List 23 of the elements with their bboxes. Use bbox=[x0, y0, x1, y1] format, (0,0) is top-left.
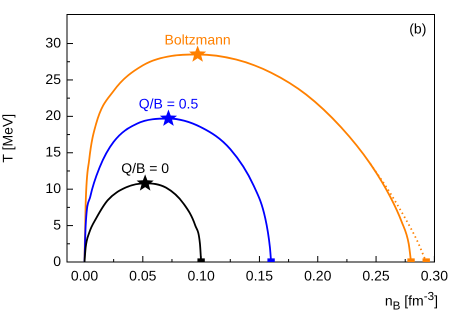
y-tick-label: 10 bbox=[45, 180, 62, 196]
y-tick-label: 25 bbox=[45, 70, 62, 87]
point bbox=[136, 174, 154, 191]
x-axis-title: n$_{B}$ [fm$^{-3}$] bbox=[384, 290, 438, 312]
point bbox=[189, 45, 206, 62]
y-tick-label: 20 bbox=[45, 107, 62, 124]
x-tick-label: 0.00 bbox=[70, 267, 98, 284]
annotation: (b) bbox=[409, 20, 426, 36]
x-tick-label: 0.25 bbox=[362, 267, 390, 284]
y-tick-label: 0 bbox=[53, 252, 62, 269]
y-tick-label: 30 bbox=[45, 34, 62, 50]
x-tick-label: 0.20 bbox=[304, 267, 332, 284]
x-tick-label: 0.30 bbox=[420, 267, 448, 284]
y-tick-label: 15 bbox=[45, 144, 62, 160]
x-tick-label: 0.05 bbox=[129, 267, 157, 284]
y-tick-label: 5 bbox=[53, 216, 62, 232]
series-label: Q/B = 0 bbox=[121, 160, 170, 176]
x-tick-label: 0.15 bbox=[246, 267, 274, 284]
series-label: Q/B = 0.5 bbox=[138, 95, 198, 112]
y-axis-title: T [MeV] bbox=[0, 114, 16, 163]
point bbox=[160, 110, 178, 126]
x-tick-label: 0.10 bbox=[187, 267, 215, 284]
series-label: Boltzmann bbox=[164, 31, 231, 48]
